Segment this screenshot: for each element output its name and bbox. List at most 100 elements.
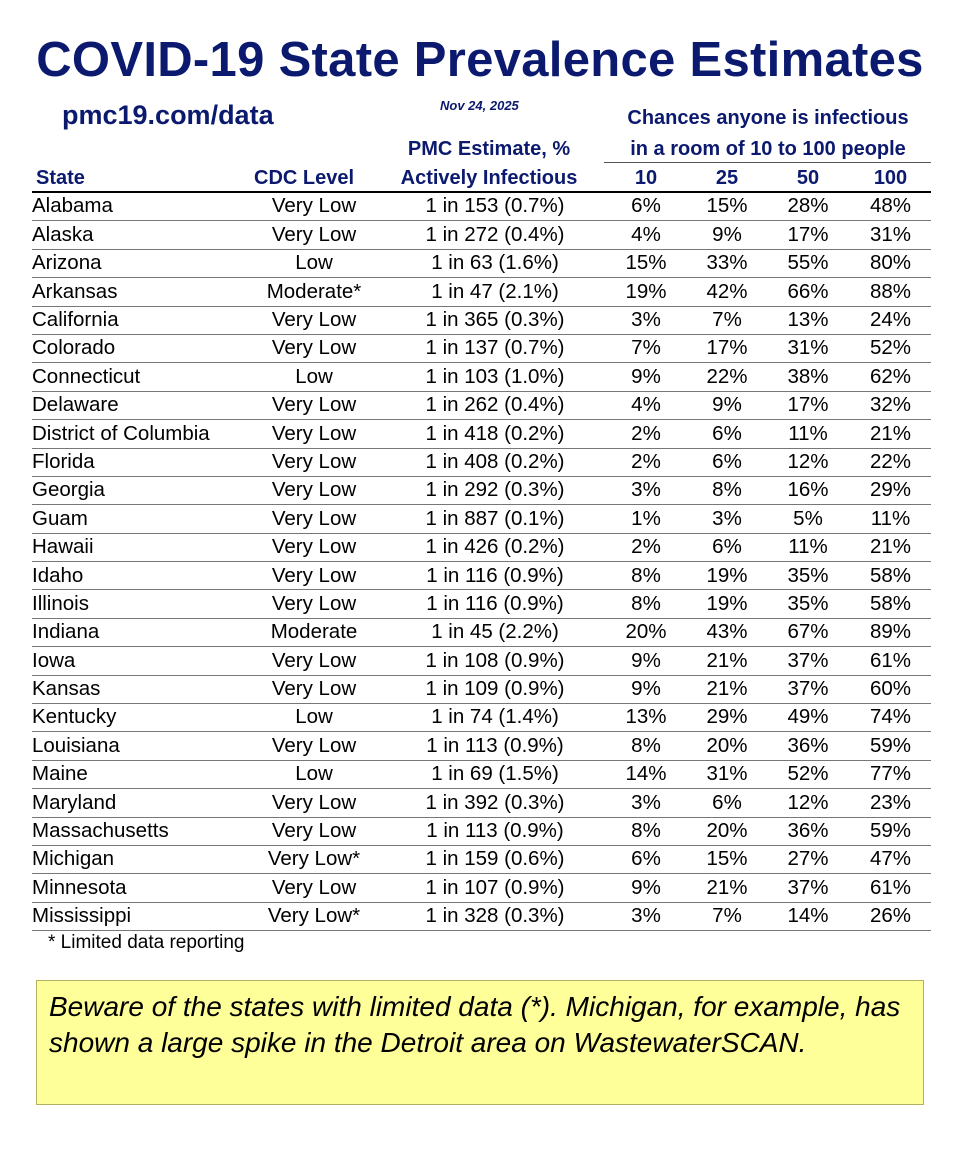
table-row: Illinois Very Low 1 in 116 (0.9%) 8% 19% 35% 5… <box>32 589 931 619</box>
cell-r10: 3% <box>604 306 688 335</box>
cell-state: Arizona <box>32 249 242 279</box>
cell-r25: 29% <box>688 703 766 733</box>
cell-r25: 21% <box>688 675 766 705</box>
cell-r10: 6% <box>604 845 688 875</box>
cell-state: Kentucky <box>32 703 242 733</box>
cell-cdc: Very Low <box>242 646 386 676</box>
cell-r50: 49% <box>766 703 850 733</box>
cell-pmc: 1 in 63 (1.6%) <box>386 249 604 279</box>
cell-pmc: 1 in 418 (0.2%) <box>386 419 604 449</box>
cell-r25: 9% <box>688 220 766 250</box>
cell-pmc: 1 in 116 (0.9%) <box>386 561 604 591</box>
cell-r100: 11% <box>850 504 931 534</box>
cell-r25: 9% <box>688 391 766 421</box>
table-row: Mississippi Very Low* 1 in 328 (0.3%) 3% 7% 1… <box>32 902 931 932</box>
cell-r100: 21% <box>850 419 931 449</box>
cell-r25: 17% <box>688 334 766 364</box>
cell-r25: 21% <box>688 873 766 903</box>
cell-cdc: Moderate <box>242 618 386 648</box>
cell-r50: 14% <box>766 902 850 932</box>
cell-r100: 52% <box>850 334 931 364</box>
table-row: Idaho Very Low 1 in 116 (0.9%) 8% 19% 35% 58% <box>32 561 931 591</box>
cell-r100: 23% <box>850 788 931 818</box>
cell-pmc: 1 in 103 (1.0%) <box>386 362 604 392</box>
prevalence-table: Alabama Very Low 1 in 153 (0.7%) 6% 15% 28% 48… <box>32 193 931 932</box>
cell-pmc: 1 in 74 (1.4%) <box>386 703 604 733</box>
table-row: Arizona Low 1 in 63 (1.6%) 15% 33% 55% 80% <box>32 249 931 279</box>
cell-state: Colorado <box>32 334 242 364</box>
cell-r25: 20% <box>688 817 766 846</box>
cell-r25: 15% <box>688 845 766 875</box>
cell-r25: 42% <box>688 277 766 307</box>
report-date: Nov 24, 2025 <box>440 98 519 113</box>
cell-r25: 6% <box>688 448 766 477</box>
cell-state: California <box>32 306 242 335</box>
cell-r10: 4% <box>604 391 688 421</box>
column-header-cdc-level: CDC Level <box>254 167 355 189</box>
chances-header-line-2: in a room of 10 to 100 people <box>630 138 906 160</box>
cell-r50: 37% <box>766 646 850 676</box>
cell-r50: 35% <box>766 589 850 619</box>
cell-r10: 15% <box>604 249 688 279</box>
cell-r50: 31% <box>766 334 850 364</box>
cell-pmc: 1 in 328 (0.3%) <box>386 902 604 932</box>
cell-r100: 22% <box>850 448 931 477</box>
cell-state: Georgia <box>32 476 242 506</box>
table-row: Alabama Very Low 1 in 153 (0.7%) 6% 15% 28% 48… <box>32 193 931 222</box>
table-row: Hawaii Very Low 1 in 426 (0.2%) 2% 6% 11% 21% <box>32 533 931 563</box>
cell-cdc: Very Low <box>242 873 386 903</box>
cell-cdc: Very Low <box>242 731 386 761</box>
cell-r10: 8% <box>604 561 688 591</box>
cell-cdc: Very Low* <box>242 845 386 875</box>
cell-r10: 20% <box>604 618 688 648</box>
table-row: Kentucky Low 1 in 74 (1.4%) 13% 29% 49% 74% <box>32 703 931 733</box>
cell-r50: 28% <box>766 193 850 222</box>
cell-r50: 38% <box>766 362 850 392</box>
cell-r50: 67% <box>766 618 850 648</box>
cell-cdc: Very Low <box>242 391 386 421</box>
table-row: District of Columbia Very Low 1 in 418 (0.… <box>32 419 931 449</box>
cell-r100: 89% <box>850 618 931 648</box>
cell-r25: 6% <box>688 533 766 563</box>
column-header-pmc-line-1: PMC Estimate, % <box>407 138 571 160</box>
cell-cdc: Very Low <box>242 193 386 222</box>
cell-pmc: 1 in 45 (2.2%) <box>386 618 604 648</box>
cell-r50: 36% <box>766 731 850 761</box>
cell-cdc: Very Low <box>242 220 386 250</box>
cell-state: Hawaii <box>32 533 242 563</box>
cell-r50: 12% <box>766 448 850 477</box>
cell-state: Arkansas <box>32 277 242 307</box>
cell-r100: 62% <box>850 362 931 392</box>
cell-r50: 35% <box>766 561 850 591</box>
column-header-room-25: 25 <box>715 167 739 189</box>
cell-r100: 58% <box>850 589 931 619</box>
cell-r100: 77% <box>850 760 931 790</box>
table-row: Florida Very Low 1 in 408 (0.2%) 2% 6% 12% 22% <box>32 448 931 477</box>
cell-r25: 43% <box>688 618 766 648</box>
cell-r25: 21% <box>688 646 766 676</box>
table-row: Louisiana Very Low 1 in 113 (0.9%) 8% 20% 36%… <box>32 731 931 761</box>
cell-cdc: Very Low <box>242 788 386 818</box>
cell-cdc: Moderate* <box>242 277 386 307</box>
cell-r10: 7% <box>604 334 688 364</box>
table-row: Alaska Very Low 1 in 272 (0.4%) 4% 9% 17% 31% <box>32 220 931 250</box>
cell-state: District of Columbia <box>32 419 242 449</box>
cell-state: Massachusetts <box>32 817 242 846</box>
cell-state: Mississippi <box>32 902 242 932</box>
table-row: Arkansas Moderate* 1 in 47 (2.1%) 19% 42% 66%… <box>32 277 931 307</box>
column-header-room-100: 100 <box>873 167 908 189</box>
cell-r100: 24% <box>850 306 931 335</box>
cell-r10: 3% <box>604 788 688 818</box>
cell-pmc: 1 in 116 (0.9%) <box>386 589 604 619</box>
header-divider <box>32 191 931 193</box>
cell-state: Guam <box>32 504 242 534</box>
table-row: Kansas Very Low 1 in 109 (0.9%) 9% 21% 37% 60% <box>32 675 931 705</box>
cell-r25: 8% <box>688 476 766 506</box>
table-row: Delaware Very Low 1 in 262 (0.4%) 4% 9% 17% 32… <box>32 391 931 421</box>
cell-state: Kansas <box>32 675 242 705</box>
cell-r25: 7% <box>688 306 766 335</box>
page-title: COVID-19 State Prevalence Estimates <box>36 33 924 87</box>
cell-pmc: 1 in 108 (0.9%) <box>386 646 604 676</box>
cell-r100: 32% <box>850 391 931 421</box>
cell-pmc: 1 in 272 (0.4%) <box>386 220 604 250</box>
